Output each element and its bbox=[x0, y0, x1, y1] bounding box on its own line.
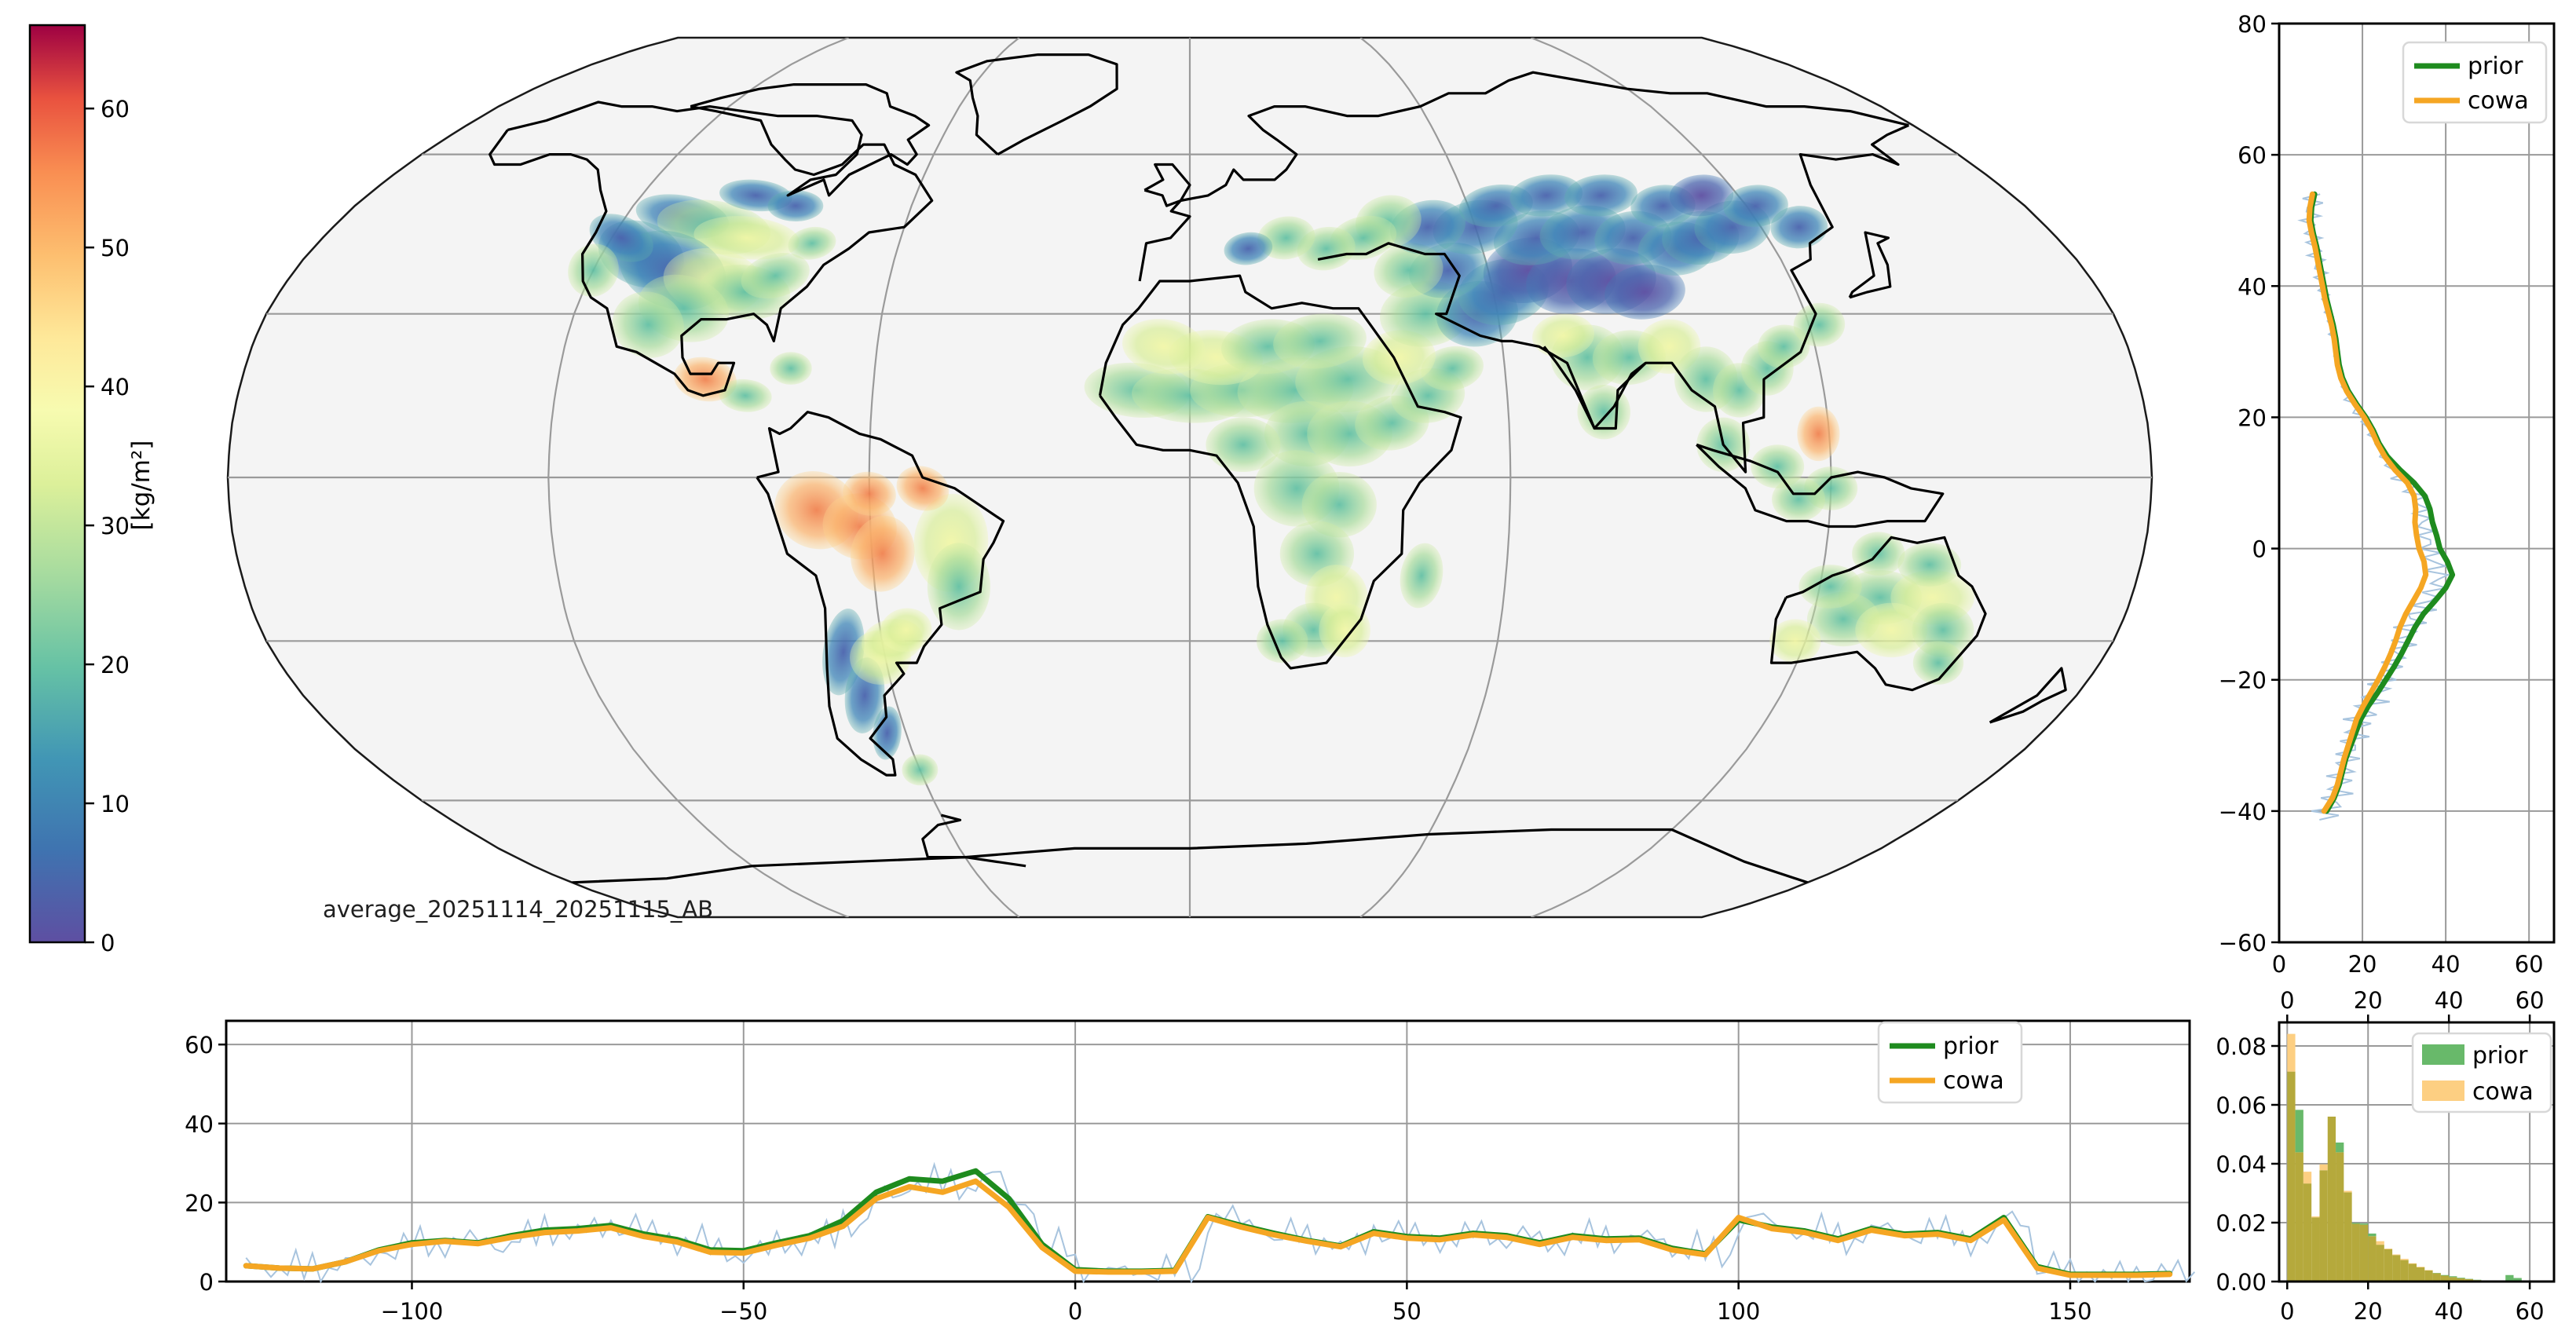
lon-axes-frame bbox=[225, 1019, 2191, 1283]
lon-legend-label-cowa: cowa bbox=[1943, 1067, 2004, 1095]
hist-ytick-2: 0.04 bbox=[2216, 1151, 2267, 1178]
hist-xtick-bottom-20: 20 bbox=[2354, 1298, 2383, 1325]
lon-ytick-40: 40 bbox=[185, 1111, 214, 1138]
longitude-profile-panel: −100 −50 0 50 100 150 0 20 40 60 prior cowa bbox=[102, 1005, 2215, 1331]
hist-xtick-bottom-40: 40 bbox=[2435, 1298, 2464, 1325]
latitude-profile-panel: 0 20 40 60 −60 −40 −20 0 20 40 60 80 prior cowa bbox=[2219, 6, 2568, 978]
hist-xtick-top-60: 60 bbox=[2516, 987, 2545, 1014]
lat-line-cowa bbox=[2306, 191, 2429, 814]
hist-ytick-1: 0.02 bbox=[2216, 1210, 2267, 1237]
lon-xtick-50: 50 bbox=[1392, 1298, 1422, 1325]
hist-bars bbox=[2287, 1033, 2530, 1282]
lat-xtick-40: 40 bbox=[2431, 951, 2461, 978]
lon-legend-label-prior: prior bbox=[1943, 1033, 1999, 1060]
hist-xtick-top-40: 40 bbox=[2435, 987, 2464, 1014]
lat-ytick--40: −40 bbox=[2219, 799, 2267, 825]
map-annotation: average_20251114_20251115_AB bbox=[323, 896, 713, 923]
lon-series bbox=[243, 1161, 2196, 1284]
lat-tick-labels: 0 20 40 60 −60 −40 −20 0 20 40 60 80 bbox=[2219, 11, 2544, 978]
colorbar-tick-30: 30 bbox=[101, 513, 130, 539]
lat-ytick--60: −60 bbox=[2219, 930, 2267, 956]
map-svg: average_20251114_20251115_AB bbox=[226, 36, 2153, 923]
lon-ytick-0: 0 bbox=[199, 1269, 214, 1296]
colorbar-tick-0: 0 bbox=[101, 930, 115, 956]
hist-xtick-bottom-60: 60 bbox=[2516, 1298, 2545, 1325]
lat-ytick-80: 80 bbox=[2238, 11, 2267, 38]
lat-legend-label-cowa: cowa bbox=[2468, 87, 2529, 115]
coastlines bbox=[488, 53, 2067, 884]
colorbar-tick-40: 40 bbox=[101, 374, 130, 400]
lon-xtick--50: −50 bbox=[719, 1298, 767, 1325]
hist-legend-label-cowa: cowa bbox=[2472, 1078, 2534, 1106]
longitude-profile-svg: −100 −50 0 50 100 150 0 20 40 60 prior cowa bbox=[185, 1019, 2196, 1325]
lat-ytick--20: −20 bbox=[2219, 667, 2267, 694]
hist-axes-frame bbox=[2278, 1021, 2556, 1283]
histogram-panel: 0 0 20 20 40 40 60 60 0.00 0.02 0.04 0.06 0.08 prior… bbox=[2216, 987, 2568, 1331]
map-panel: average_20251114_20251115_AB bbox=[169, 6, 2211, 972]
lat-series bbox=[2297, 191, 2456, 821]
hist-legend-label-prior: prior bbox=[2472, 1042, 2528, 1070]
colorbar-tick-20: 20 bbox=[101, 652, 130, 678]
hist-legend-swatch-prior bbox=[2422, 1044, 2464, 1065]
lat-ytick-60: 60 bbox=[2238, 142, 2267, 169]
lon-legend: prior cowa bbox=[1877, 1021, 2023, 1104]
lon-xtick--100: −100 bbox=[381, 1298, 444, 1325]
hist-xtick-bottom-0: 0 bbox=[2280, 1298, 2294, 1325]
colorbar-svg: 0 10 20 30 40 50 60 [kg/m²] bbox=[28, 24, 156, 956]
histogram-svg: 0 0 20 20 40 40 60 60 0.00 0.02 0.04 0.06 0.08 prior… bbox=[2216, 987, 2556, 1325]
lat-ytick-0: 0 bbox=[2252, 536, 2267, 563]
lon-ytick-20: 20 bbox=[185, 1190, 214, 1216]
hist-legend-swatch-cowa bbox=[2422, 1081, 2464, 1101]
lat-xtick-20: 20 bbox=[2348, 951, 2377, 978]
hist-ytick-0: 0.00 bbox=[2216, 1269, 2267, 1296]
lon-line-cowa bbox=[243, 1178, 2173, 1278]
colorbar-panel: 0 10 20 30 40 50 60 [kg/m²] bbox=[16, 22, 165, 956]
lon-tick-labels: −100 −50 0 50 100 150 0 20 40 60 bbox=[185, 1032, 2092, 1325]
lat-ytick-20: 20 bbox=[2238, 404, 2267, 431]
lon-xtick-0: 0 bbox=[1068, 1298, 1082, 1325]
lat-xtick-60: 60 bbox=[2515, 951, 2544, 978]
lon-gridlines bbox=[226, 1021, 2190, 1282]
colorbar-gradient bbox=[28, 24, 86, 944]
hist-xtick-top-0: 0 bbox=[2280, 987, 2294, 1014]
lon-ytick-60: 60 bbox=[185, 1032, 214, 1059]
colorbar-axis-label: [kg/m²] bbox=[127, 441, 156, 531]
lat-legend-label-prior: prior bbox=[2468, 53, 2523, 80]
lat-legend: prior cowa bbox=[2402, 41, 2548, 124]
hist-tick-labels: 0 0 20 20 40 40 60 60 0.00 0.02 0.04 0.06 0.08 bbox=[2216, 987, 2544, 1325]
hist-ytick-3: 0.06 bbox=[2216, 1092, 2267, 1119]
colorbar-tick-50: 50 bbox=[101, 235, 130, 261]
hist-ytick-4: 0.08 bbox=[2216, 1033, 2267, 1060]
lat-ytick-40: 40 bbox=[2238, 273, 2267, 300]
lon-xtick-100: 100 bbox=[1717, 1298, 1760, 1325]
lat-xtick-0: 0 bbox=[2272, 951, 2286, 978]
colorbar-tick-60: 60 bbox=[101, 96, 130, 122]
hist-legend: prior cowa bbox=[2411, 1032, 2552, 1113]
hist-xtick-top-20: 20 bbox=[2354, 987, 2383, 1014]
lon-xtick-150: 150 bbox=[2048, 1298, 2091, 1325]
colorbar-ticks: 0 10 20 30 40 50 60 bbox=[85, 96, 130, 956]
colorbar-tick-10: 10 bbox=[101, 791, 130, 817]
latitude-profile-svg: 0 20 40 60 −60 −40 −20 0 20 40 60 80 prior cowa bbox=[2219, 11, 2556, 978]
water-vapour-layer bbox=[568, 174, 1974, 786]
lat-axes-frame bbox=[2278, 22, 2556, 944]
